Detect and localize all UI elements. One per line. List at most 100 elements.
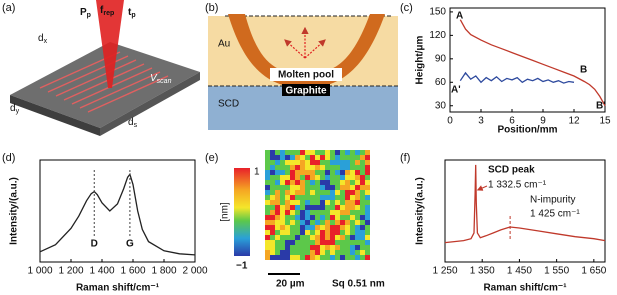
map-cell: [305, 190, 310, 195]
map-cell: [345, 215, 350, 220]
map-cell: [295, 165, 300, 170]
map-cell: [290, 170, 295, 175]
map-cell: [345, 255, 350, 260]
map-cell: [265, 165, 270, 170]
point-label: B: [580, 65, 587, 76]
map-cell: [285, 190, 290, 195]
map-cell: [340, 205, 345, 210]
map-cell: [355, 150, 360, 155]
roughness: Sq 0.51 nm: [332, 279, 385, 290]
peak-label: G: [126, 239, 134, 250]
map-cell: [300, 180, 305, 185]
x-tick-label: 9: [540, 116, 546, 127]
map-cell: [300, 225, 305, 230]
map-cell: [290, 215, 295, 220]
map-cell: [315, 230, 320, 235]
map-cell: [320, 170, 325, 175]
panel-label: (e): [205, 152, 218, 164]
peak-label: N-impurity: [530, 195, 576, 206]
map-cell: [290, 180, 295, 185]
map-cell: [345, 185, 350, 190]
peak-position: 1 425 cm⁻¹: [530, 209, 580, 220]
map-cell: [275, 190, 280, 195]
map-cell: [325, 255, 330, 260]
map-cell: [285, 160, 290, 165]
map-cell: [270, 175, 275, 180]
map-cell: [320, 240, 325, 245]
plot-frame: [39, 159, 196, 263]
map-cell: [300, 240, 305, 245]
map-cell: [355, 205, 360, 210]
map-cell: [330, 215, 335, 220]
map-cell: [350, 195, 355, 200]
map-cell: [360, 170, 365, 175]
map-cell: [365, 240, 370, 245]
x-tick-label: 2 000: [182, 266, 207, 277]
map-cell: [280, 240, 285, 245]
map-cell: [315, 190, 320, 195]
label: Graphite: [285, 86, 327, 97]
map-cell: [290, 185, 295, 190]
map-cell: [340, 200, 345, 205]
map-cell: [360, 200, 365, 205]
map-cell: [355, 175, 360, 180]
map-cell: [325, 210, 330, 215]
map-cell: [310, 175, 315, 180]
map-cell: [345, 220, 350, 225]
map-cell: [350, 255, 355, 260]
map-cell: [360, 205, 365, 210]
map-cell: [325, 155, 330, 160]
map-cell: [360, 250, 365, 255]
map-cell: [330, 165, 335, 170]
map-cell: [285, 170, 290, 175]
map-cell: [280, 215, 285, 220]
map-cell: [290, 255, 295, 260]
map-cell: [290, 225, 295, 230]
map-cell: [335, 170, 340, 175]
map-cell: [285, 245, 290, 250]
map-cell: [365, 210, 370, 215]
map-cell: [335, 175, 340, 180]
map-cell: [295, 150, 300, 155]
map-cell: [315, 165, 320, 170]
map-cell: [350, 175, 355, 180]
map-cell: [330, 200, 335, 205]
map-cell: [285, 240, 290, 245]
map-cell: [270, 180, 275, 185]
label: Pp: [80, 7, 91, 19]
map-cell: [340, 170, 345, 175]
map-cell: [320, 210, 325, 215]
map-cell: [345, 205, 350, 210]
map-cell: [265, 225, 270, 230]
map-cell: [355, 245, 360, 250]
map-cell: [360, 190, 365, 195]
map-cell: [300, 250, 305, 255]
map-cell: [305, 180, 310, 185]
map-cell: [365, 215, 370, 220]
map-cell: [325, 220, 330, 225]
schematic-a: Pp frep tp dx dy ds Vscan: [10, 0, 200, 136]
label: Vscan: [150, 73, 172, 85]
map-cell: [345, 180, 350, 185]
map-cell: [365, 220, 370, 225]
map-cell: [275, 235, 280, 240]
map-cell: [290, 160, 295, 165]
map-cell: [350, 215, 355, 220]
map-cell: [360, 195, 365, 200]
map-cell: [280, 205, 285, 210]
map-cell: [310, 245, 315, 250]
panel-label: (d): [2, 152, 15, 164]
map-cell: [265, 155, 270, 160]
map-cell: [270, 170, 275, 175]
map-cell: [295, 230, 300, 235]
map-cell: [315, 175, 320, 180]
map-cell: [320, 190, 325, 195]
map-cell: [365, 225, 370, 230]
map-cell: [330, 235, 335, 240]
map-cell: [340, 235, 345, 240]
map-cell: [365, 235, 370, 240]
map-cell: [355, 190, 360, 195]
map-cell: [270, 235, 275, 240]
map-cell: [325, 190, 330, 195]
map-cell: [295, 205, 300, 210]
